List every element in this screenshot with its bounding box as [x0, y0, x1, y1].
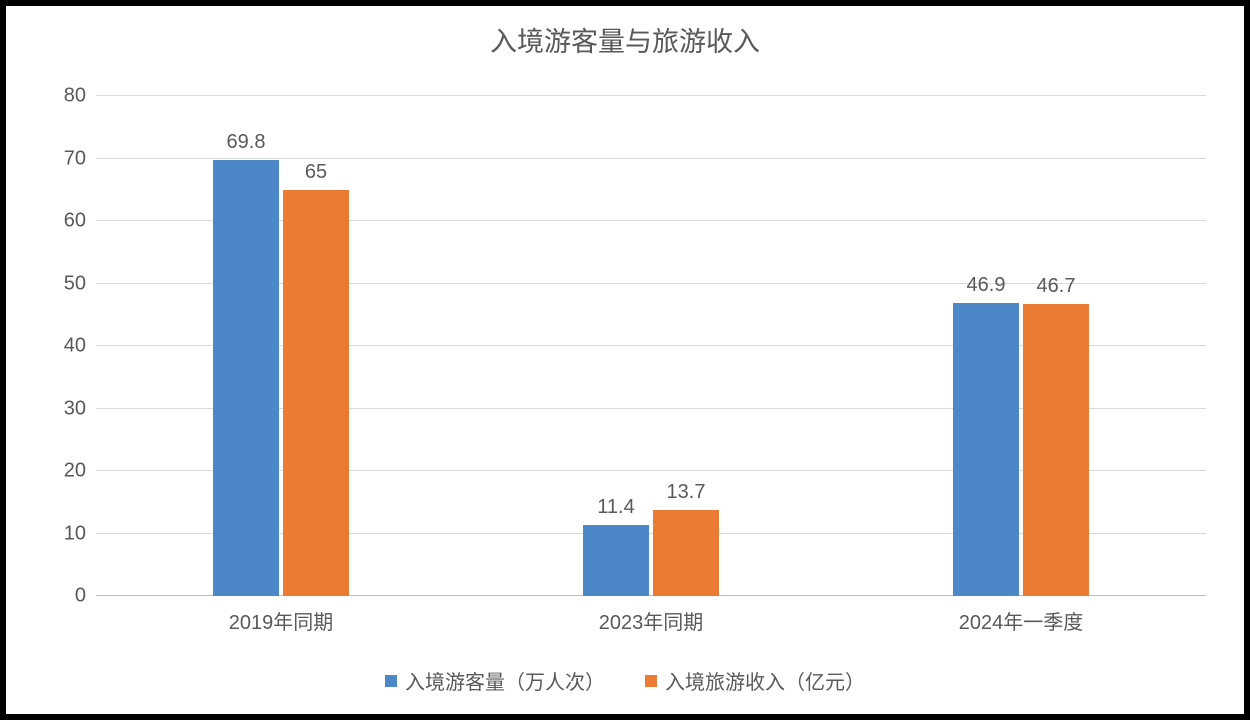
y-tick-label: 60: [64, 210, 86, 233]
legend-label: 入境旅游收入（亿元）: [665, 666, 865, 695]
plot-area: 010203040506070802019年同期69.8652023年同期11.…: [96, 96, 1206, 596]
legend-swatch: [645, 675, 657, 687]
bar-value-label: 13.7: [667, 481, 706, 504]
y-tick-label: 20: [64, 460, 86, 483]
bar: 11.4: [583, 525, 649, 596]
bar: 65: [283, 190, 349, 596]
x-tick-label: 2019年同期: [229, 606, 334, 635]
y-tick-label: 0: [75, 585, 86, 608]
legend-item: 入境游客量（万人次）: [385, 666, 605, 695]
y-tick-label: 10: [64, 522, 86, 545]
legend: 入境游客量（万人次） 入境旅游收入（亿元）: [6, 666, 1244, 695]
legend-item: 入境旅游收入（亿元）: [645, 666, 865, 695]
legend-swatch: [385, 675, 397, 687]
x-tick-label: 2024年一季度: [959, 606, 1084, 635]
chart-title: 入境游客量与旅游收入: [6, 20, 1244, 59]
bar-value-label: 69.8: [227, 131, 266, 154]
x-tick-label: 2023年同期: [599, 606, 704, 635]
bar-value-label: 11.4: [597, 496, 634, 519]
y-tick-label: 70: [64, 147, 86, 170]
y-tick-label: 40: [64, 335, 86, 358]
bar: 69.8: [213, 160, 279, 596]
y-tick-label: 50: [64, 272, 86, 295]
bar: 46.7: [1023, 304, 1089, 596]
bar-value-label: 65: [305, 161, 327, 184]
bar: 46.9: [953, 303, 1019, 596]
bar-value-label: 46.7: [1037, 275, 1076, 298]
legend-label: 入境游客量（万人次）: [405, 666, 605, 695]
gridline: [96, 95, 1206, 96]
chart-frame: 入境游客量与旅游收入 010203040506070802019年同期69.86…: [0, 0, 1250, 720]
bar-value-label: 46.9: [967, 274, 1006, 297]
y-tick-label: 30: [64, 397, 86, 420]
bar: 13.7: [653, 510, 719, 596]
gridline: [96, 158, 1206, 159]
y-tick-label: 80: [64, 85, 86, 108]
